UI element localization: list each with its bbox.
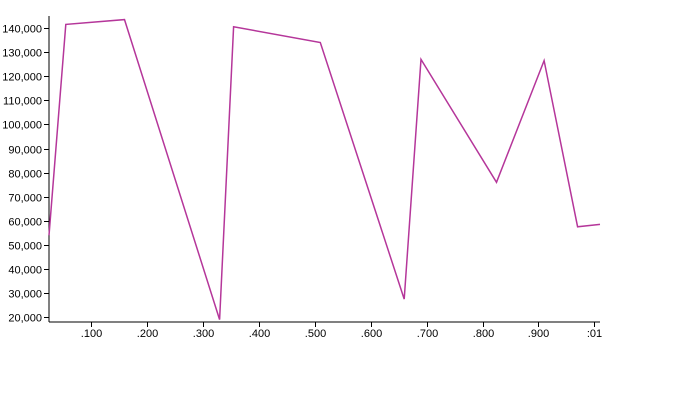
x-tick-label: .500 xyxy=(305,328,326,340)
series-line xyxy=(48,18,601,320)
y-tick-label: 130,000 xyxy=(2,48,42,60)
y-tick-label: 80,000 xyxy=(8,169,42,181)
series-layer xyxy=(48,18,601,320)
y-tick-label: 60,000 xyxy=(8,217,42,229)
y-tick-label: 40,000 xyxy=(8,265,42,277)
y-tick-label: 140,000 xyxy=(2,24,42,36)
y-tick-label: 50,000 xyxy=(8,241,42,253)
x-axis: .100 .200 .300 .400 .500 .600 .700 .800 .900 :01 xyxy=(49,321,602,340)
x-tick-label: .300 xyxy=(193,328,214,340)
y-tick-label: 70,000 xyxy=(8,193,42,205)
y-tick-label: 20,000 xyxy=(8,313,42,325)
x-tick-label: :01 xyxy=(587,328,602,340)
x-tick-label: .700 xyxy=(417,328,438,340)
x-tick-label: .800 xyxy=(473,328,494,340)
x-tick-label: .900 xyxy=(528,328,549,340)
x-tick-label: .600 xyxy=(361,328,382,340)
x-tick-label: .100 xyxy=(81,328,102,340)
y-tick-label: 120,000 xyxy=(2,72,42,84)
x-tick-label: .200 xyxy=(137,328,158,340)
x-tick-label: .400 xyxy=(249,328,270,340)
y-tick-label: 100,000 xyxy=(2,120,42,132)
y-tick-label: 90,000 xyxy=(8,145,42,157)
y-tick-label: 30,000 xyxy=(8,289,42,301)
y-axis: 20,000 30,000 40,000 50,000 60,000 70,000 80,0… xyxy=(2,16,50,325)
y-tick-label: 110,000 xyxy=(3,96,42,108)
